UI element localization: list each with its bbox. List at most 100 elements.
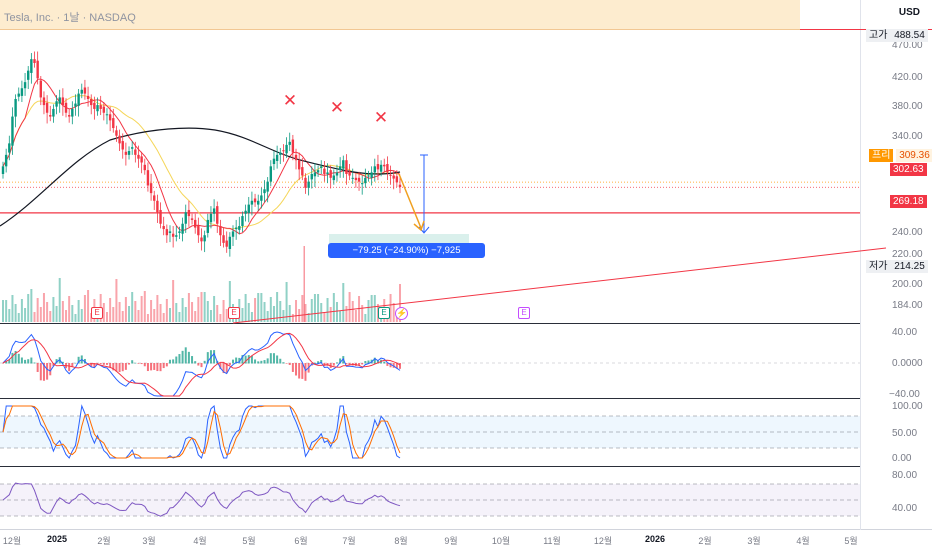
macd-histogram-bar <box>187 351 190 364</box>
macd-histogram-bar <box>150 363 153 371</box>
volume-bar <box>326 298 329 322</box>
price-tick: 340.00 <box>892 131 923 142</box>
volume-bar <box>203 292 206 322</box>
macd-histogram-bar <box>49 363 52 376</box>
candle-body <box>389 174 392 176</box>
lightning-icon[interactable]: ⚡ <box>395 307 408 320</box>
macd-histogram-bar <box>269 353 272 364</box>
candle-body <box>105 114 109 116</box>
volume-bar <box>197 297 200 322</box>
candle-body <box>159 209 162 224</box>
macd-histogram-bar <box>143 363 146 367</box>
candle-body <box>99 105 102 109</box>
ma-mid-line <box>2 95 401 230</box>
volume-bar <box>46 302 49 322</box>
candle-body <box>398 184 402 188</box>
macd-histogram-bar <box>288 363 291 366</box>
candle-body <box>275 154 279 161</box>
volume-bar <box>121 311 124 322</box>
volume-bar <box>102 303 105 322</box>
macd-histogram-bar <box>320 360 323 364</box>
candle-body <box>272 158 276 165</box>
candle-body <box>228 236 232 250</box>
macd-tick: 0.0000 <box>892 358 923 369</box>
earnings-badge[interactable]: E <box>91 307 103 319</box>
candle-body <box>247 204 250 214</box>
macd-histogram-bar <box>257 361 260 364</box>
candle-body <box>11 116 14 146</box>
macd-histogram-bar <box>118 363 121 373</box>
high-value: 488.54 <box>894 30 925 41</box>
level-price-label: 269.18 <box>890 195 927 208</box>
macd-histogram-bar <box>373 357 376 364</box>
candle-body <box>225 240 228 247</box>
macd-histogram-bar <box>153 363 156 370</box>
volume-bar <box>11 295 14 322</box>
volume-bar <box>279 301 282 322</box>
volume-bar <box>367 300 370 322</box>
volume-bar <box>345 306 348 322</box>
symbol-title[interactable]: Tesla, Inc. · 1날 · NASDAQ <box>4 12 136 24</box>
volume-bar <box>269 297 272 322</box>
macd-histogram-bar <box>27 359 30 364</box>
volume-bar <box>71 305 74 322</box>
volume-bar <box>354 310 357 322</box>
volume-bar <box>124 297 127 322</box>
macd-histogram-bar <box>112 363 115 371</box>
volume-bar <box>168 308 171 322</box>
candle-body <box>304 177 307 188</box>
trend-line <box>232 247 887 324</box>
macd-histogram-bar <box>52 363 55 367</box>
candle-body <box>118 135 121 144</box>
rsi-tick: 40.00 <box>892 503 918 514</box>
measure-tool-label[interactable]: −79.25 (−24.90%) −7,925 <box>328 243 485 258</box>
macd-histogram-bar <box>128 363 131 365</box>
macd-histogram-bar <box>36 363 39 372</box>
macd-histogram-bar <box>301 363 304 379</box>
candle-body <box>108 114 112 121</box>
candle-body <box>238 226 241 230</box>
macd-histogram-bar <box>291 363 294 372</box>
earnings-badge[interactable]: E <box>518 307 530 319</box>
time-tick: 8월 <box>394 536 408 546</box>
macd-histogram-bar <box>17 353 20 364</box>
time-tick: 9월 <box>444 536 458 546</box>
volume-bar <box>376 304 379 322</box>
macd-histogram-bar <box>14 350 17 364</box>
candle-body <box>288 141 291 145</box>
macd-histogram-bar <box>247 355 250 364</box>
candle-body <box>86 95 90 99</box>
macd-histogram-bar <box>159 363 162 372</box>
volume-bar <box>310 299 313 322</box>
candle-body <box>124 151 128 155</box>
volume-bar <box>165 299 168 322</box>
candle-body <box>67 115 71 117</box>
price-tick: 200.00 <box>892 279 923 290</box>
candle-body <box>74 103 77 107</box>
time-tick: 3월 <box>142 536 156 546</box>
volume-bar <box>260 293 263 322</box>
currency-label[interactable]: USD <box>898 7 920 18</box>
price-tick: 380.00 <box>892 101 923 112</box>
candle-body <box>241 216 244 227</box>
macd-histogram-bar <box>206 352 209 364</box>
earnings-badge[interactable]: E <box>228 307 240 319</box>
candle-body <box>156 200 159 213</box>
macd-histogram-bar <box>386 363 389 366</box>
volume-bar <box>194 311 197 322</box>
volume-bar <box>288 305 291 322</box>
macd-tick: 40.00 <box>892 327 918 338</box>
volume-bar <box>282 310 285 322</box>
volume-bar <box>61 301 64 322</box>
time-tick: 12월 <box>2 536 22 546</box>
candle-body <box>279 152 282 155</box>
macd-histogram-bar <box>20 357 23 364</box>
candle-body <box>234 227 238 230</box>
volume-bar <box>317 294 320 322</box>
volume-bar <box>361 305 364 322</box>
earnings-badge[interactable]: E <box>378 307 390 319</box>
macd-histogram-bar <box>175 356 178 364</box>
volume-bar <box>172 280 175 322</box>
macd-histogram-bar <box>8 359 11 364</box>
